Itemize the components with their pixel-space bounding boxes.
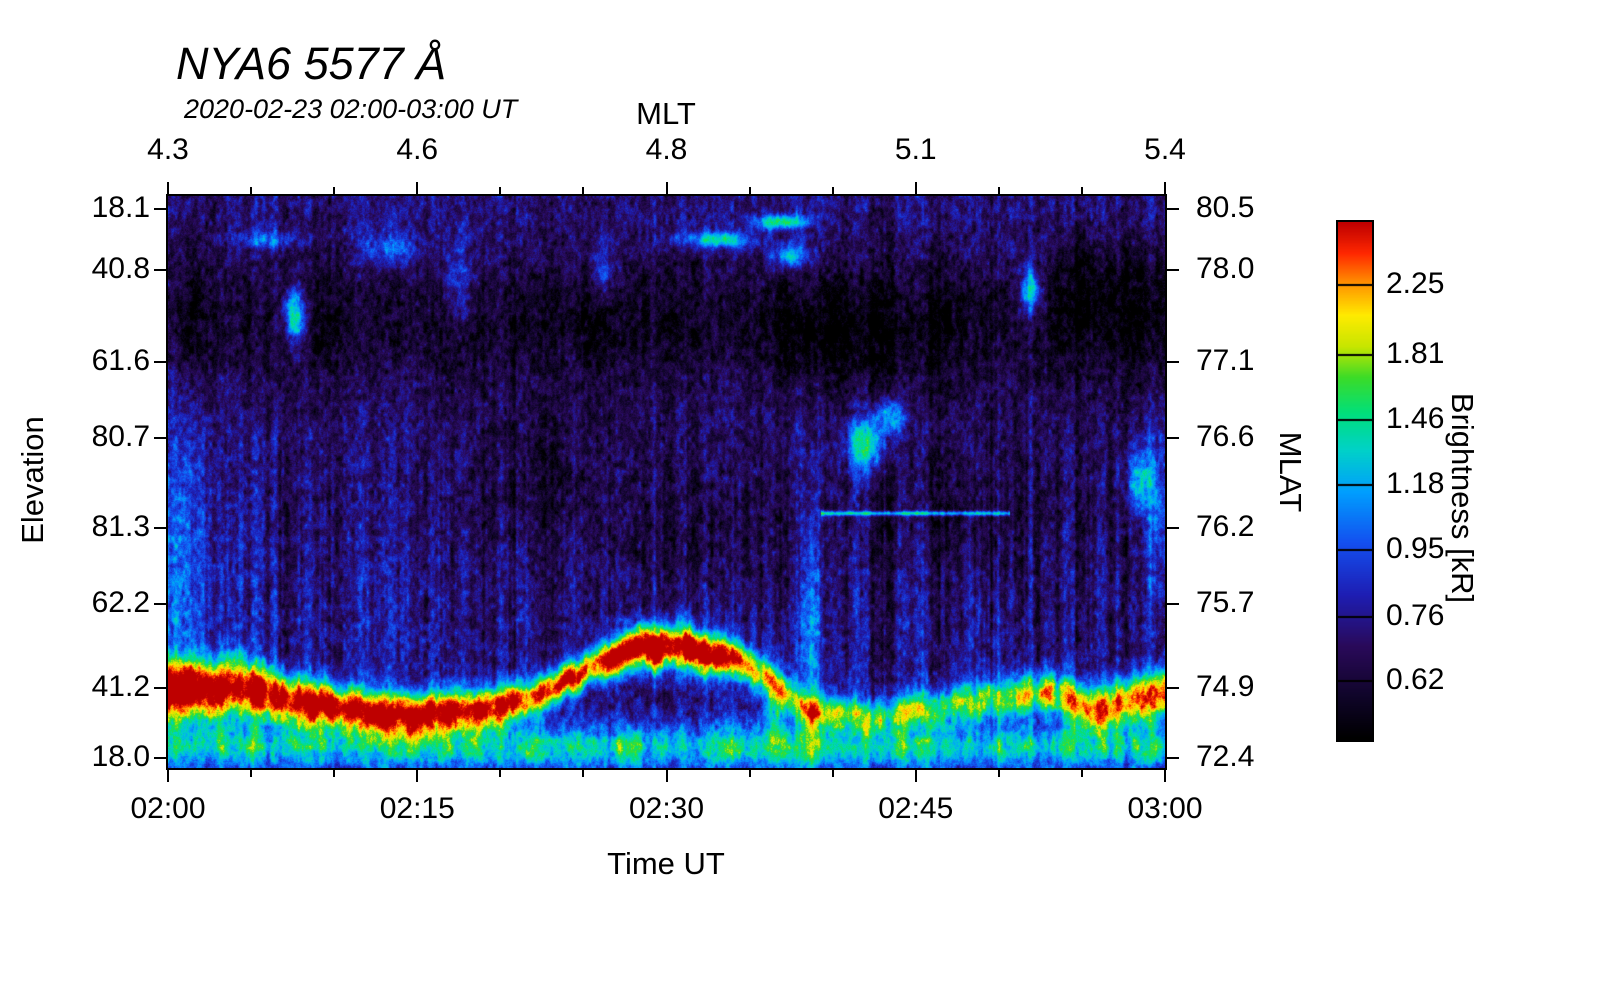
- top-tick-mark: [1164, 182, 1166, 194]
- bottom-minor-tick-mark: [748, 770, 751, 777]
- colorbar-tick-label: 0.62: [1386, 662, 1445, 696]
- top-axis-tick-label: 5.4: [1144, 133, 1186, 166]
- left-axis-tick-label: 80.7: [91, 419, 150, 453]
- colorbar-frame: [1336, 220, 1374, 742]
- top-tick-mark: [416, 182, 419, 194]
- top-axis-tick-label: 4.8: [645, 133, 688, 166]
- bottom-axis-tick-label: 02:45: [878, 792, 954, 825]
- bottom-axis-tick-label: 02:15: [379, 792, 455, 825]
- left-tick-mark: [154, 268, 166, 271]
- right-tick-mark: [1167, 360, 1179, 363]
- top-minor-tick-mark: [1080, 187, 1083, 194]
- left-axis-tick-label: 18.0: [91, 739, 150, 773]
- top-minor-tick-mark: [250, 187, 253, 194]
- left-tick-mark: [154, 756, 166, 759]
- left-tick-mark: [154, 208, 166, 211]
- bottom-axis-tick-label: 03:00: [1127, 792, 1203, 825]
- left-axis-tick-label: 62.2: [91, 585, 150, 619]
- bottom-tick-mark: [167, 770, 169, 782]
- bottom-minor-tick-mark: [499, 770, 502, 777]
- right-tick-mark: [1167, 526, 1179, 529]
- bottom-minor-tick-mark: [250, 770, 253, 777]
- bottom-tick-mark: [1164, 770, 1166, 782]
- top-tick-mark: [914, 182, 917, 194]
- plot-title: NYA6 5577 Å: [176, 38, 447, 89]
- right-axis-tick-label: 77.1: [1196, 343, 1255, 377]
- right-tick-mark: [1167, 436, 1179, 439]
- bottom-minor-tick-mark: [582, 770, 585, 777]
- left-axis-label-elevation: Elevation: [15, 416, 50, 544]
- top-axis-tick-label: 5.1: [894, 133, 937, 166]
- top-axis-tick-label: 4.6: [396, 133, 439, 166]
- colorbar-tick-label: 2.25: [1386, 267, 1445, 301]
- right-axis-tick-label: 75.7: [1196, 585, 1255, 619]
- left-tick-mark: [154, 526, 166, 529]
- top-tick-mark: [665, 182, 668, 194]
- right-axis-tick-label: 72.4: [1196, 739, 1255, 773]
- left-tick-mark: [154, 686, 166, 689]
- colorbar-tick-label: 0.95: [1386, 531, 1445, 565]
- bottom-minor-tick-mark: [997, 770, 1000, 777]
- bottom-tick-mark: [416, 770, 419, 782]
- plot-frame: [166, 194, 1167, 770]
- keogram-heatmap-canvas: [168, 196, 1165, 768]
- bottom-axis-tick-label: 02:30: [628, 792, 705, 825]
- top-minor-tick-mark: [997, 187, 1000, 194]
- right-tick-mark: [1167, 268, 1179, 271]
- bottom-minor-tick-mark: [333, 770, 336, 777]
- left-tick-mark: [154, 602, 166, 605]
- plot-subtitle: 2020-02-23 02:00-03:00 UT: [184, 94, 518, 124]
- right-tick-mark: [1167, 686, 1179, 689]
- top-minor-tick-mark: [748, 187, 751, 194]
- top-minor-tick-mark: [582, 187, 585, 194]
- colorbar-label: Brightness [kR]: [1445, 392, 1480, 604]
- left-axis-tick-label: 40.8: [91, 251, 150, 285]
- right-axis-tick-label: 78.0: [1196, 251, 1255, 285]
- left-axis-tick-label: 41.2: [91, 669, 150, 703]
- top-axis-label-mlt: MLT: [636, 96, 696, 131]
- top-axis-tick-label: 4.3: [147, 133, 189, 166]
- colorbar-canvas: [1338, 222, 1372, 740]
- colorbar-tick-label: 1.81: [1386, 337, 1445, 371]
- right-axis-tick-label: 80.5: [1196, 191, 1255, 225]
- colorbar-tick-label: 0.76: [1386, 598, 1445, 632]
- bottom-tick-mark: [914, 770, 917, 782]
- left-tick-mark: [154, 360, 166, 363]
- left-axis-tick-label: 61.6: [91, 343, 150, 377]
- right-tick-mark: [1167, 602, 1179, 605]
- top-minor-tick-mark: [499, 187, 502, 194]
- bottom-tick-mark: [665, 770, 668, 782]
- bottom-axis-label-time: Time UT: [607, 846, 725, 881]
- colorbar-tick-label: 1.18: [1386, 467, 1445, 501]
- left-axis-tick-label: 18.1: [91, 191, 150, 225]
- left-tick-mark: [154, 436, 166, 439]
- top-minor-tick-mark: [831, 187, 834, 194]
- top-tick-mark: [167, 182, 169, 194]
- bottom-axis-tick-label: 02:00: [130, 792, 206, 825]
- right-axis-tick-label: 74.9: [1196, 669, 1255, 703]
- left-axis-tick-label: 81.3: [91, 509, 150, 543]
- top-minor-tick-mark: [333, 187, 336, 194]
- bottom-minor-tick-mark: [831, 770, 834, 777]
- bottom-minor-tick-mark: [1080, 770, 1083, 777]
- right-tick-mark: [1167, 208, 1179, 211]
- right-tick-mark: [1167, 756, 1179, 759]
- right-axis-tick-label: 76.6: [1196, 419, 1255, 453]
- right-axis-label-mlat: MLAT: [1273, 431, 1308, 513]
- colorbar-tick-label: 1.46: [1386, 401, 1445, 435]
- right-axis-tick-label: 76.2: [1196, 509, 1255, 543]
